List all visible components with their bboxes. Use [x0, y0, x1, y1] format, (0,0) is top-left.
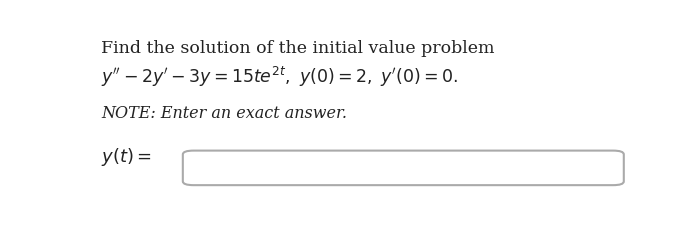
Text: $y(t) =$: $y(t) =$ — [102, 146, 153, 168]
Text: NOTE: Enter an exact answer.: NOTE: Enter an exact answer. — [102, 105, 347, 122]
Text: Find the solution of the initial value problem: Find the solution of the initial value p… — [102, 40, 495, 57]
FancyBboxPatch shape — [183, 151, 624, 185]
Text: $y'' - 2y' - 3y = 15te^{2t},\ y(0) = 2,\ y'(0) = 0.$: $y'' - 2y' - 3y = 15te^{2t},\ y(0) = 2,\… — [102, 65, 459, 89]
